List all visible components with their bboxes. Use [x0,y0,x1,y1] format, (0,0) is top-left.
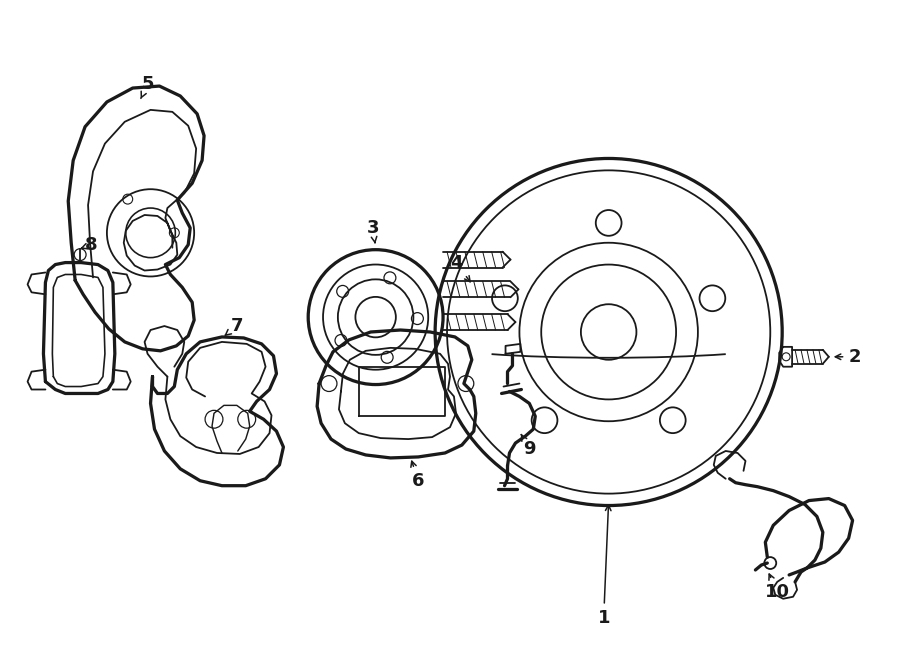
Text: 10: 10 [765,574,789,601]
Text: 6: 6 [411,461,425,490]
Text: 3: 3 [366,219,379,243]
Text: 5: 5 [141,75,154,99]
Text: 2: 2 [835,348,860,366]
Text: 1: 1 [598,505,611,626]
Text: 7: 7 [225,317,243,336]
Text: 8: 8 [81,236,97,254]
Text: 4: 4 [450,254,470,282]
Text: 9: 9 [521,434,535,458]
